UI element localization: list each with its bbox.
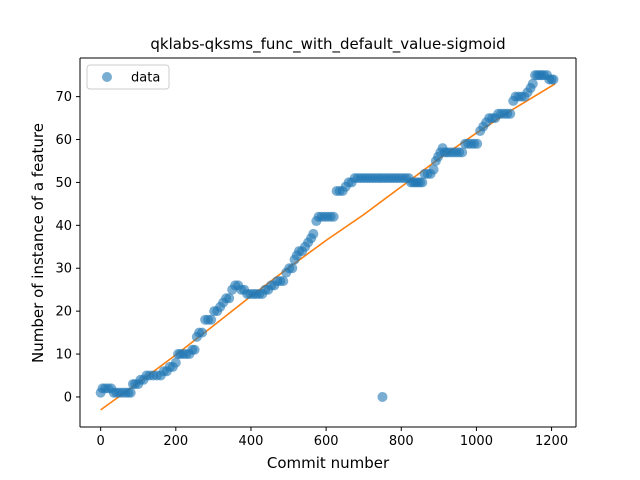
y-axis-ticks: 0 10 20 30 40 50 60 70 [55,90,80,405]
data-points-layer [95,70,559,402]
data-point [197,327,208,338]
data-point [428,164,439,175]
y-tick-label: 0 [64,390,72,405]
y-tick-label: 60 [55,133,72,148]
legend-box [86,64,170,90]
y-tick-label: 50 [55,176,72,191]
data-point [206,314,217,325]
data-point [278,276,289,287]
data-point [527,78,538,89]
x-tick-label: 600 [314,434,339,449]
data-point [548,74,559,85]
x-tick-label: 400 [239,434,264,449]
x-tick-label: 1200 [535,434,568,449]
x-tick-label: 0 [97,434,105,449]
data-point [189,344,200,355]
data-point [417,177,428,188]
plot-frame [79,57,577,428]
data-point [505,108,516,119]
y-tick-label: 10 [55,348,72,363]
legend: data [86,64,170,90]
data-point [224,293,235,304]
data-point [377,391,388,402]
y-tick-label: 70 [55,90,72,105]
x-tick-label: 800 [389,434,414,449]
y-axis-title: Number of instance of a feature [29,123,47,363]
y-tick-label: 40 [55,219,72,234]
data-point [472,138,483,149]
legend-marker-data [102,72,112,82]
x-axis-ticks: 0 200 400 600 800 1000 1200 [97,427,568,449]
chart-title: qklabs-qksms_func_with_default_value-sig… [150,35,505,54]
data-point [328,211,339,222]
data-point [287,263,298,274]
y-tick-label: 20 [55,305,72,320]
data-point [457,147,468,158]
data-point [125,387,136,398]
x-tick-label: 200 [163,434,188,449]
x-axis-title: Commit number [267,454,390,472]
x-tick-label: 1000 [460,434,493,449]
legend-label-data: data [131,71,160,86]
data-point [308,228,319,239]
y-tick-label: 30 [55,262,72,277]
data-point [170,357,181,368]
